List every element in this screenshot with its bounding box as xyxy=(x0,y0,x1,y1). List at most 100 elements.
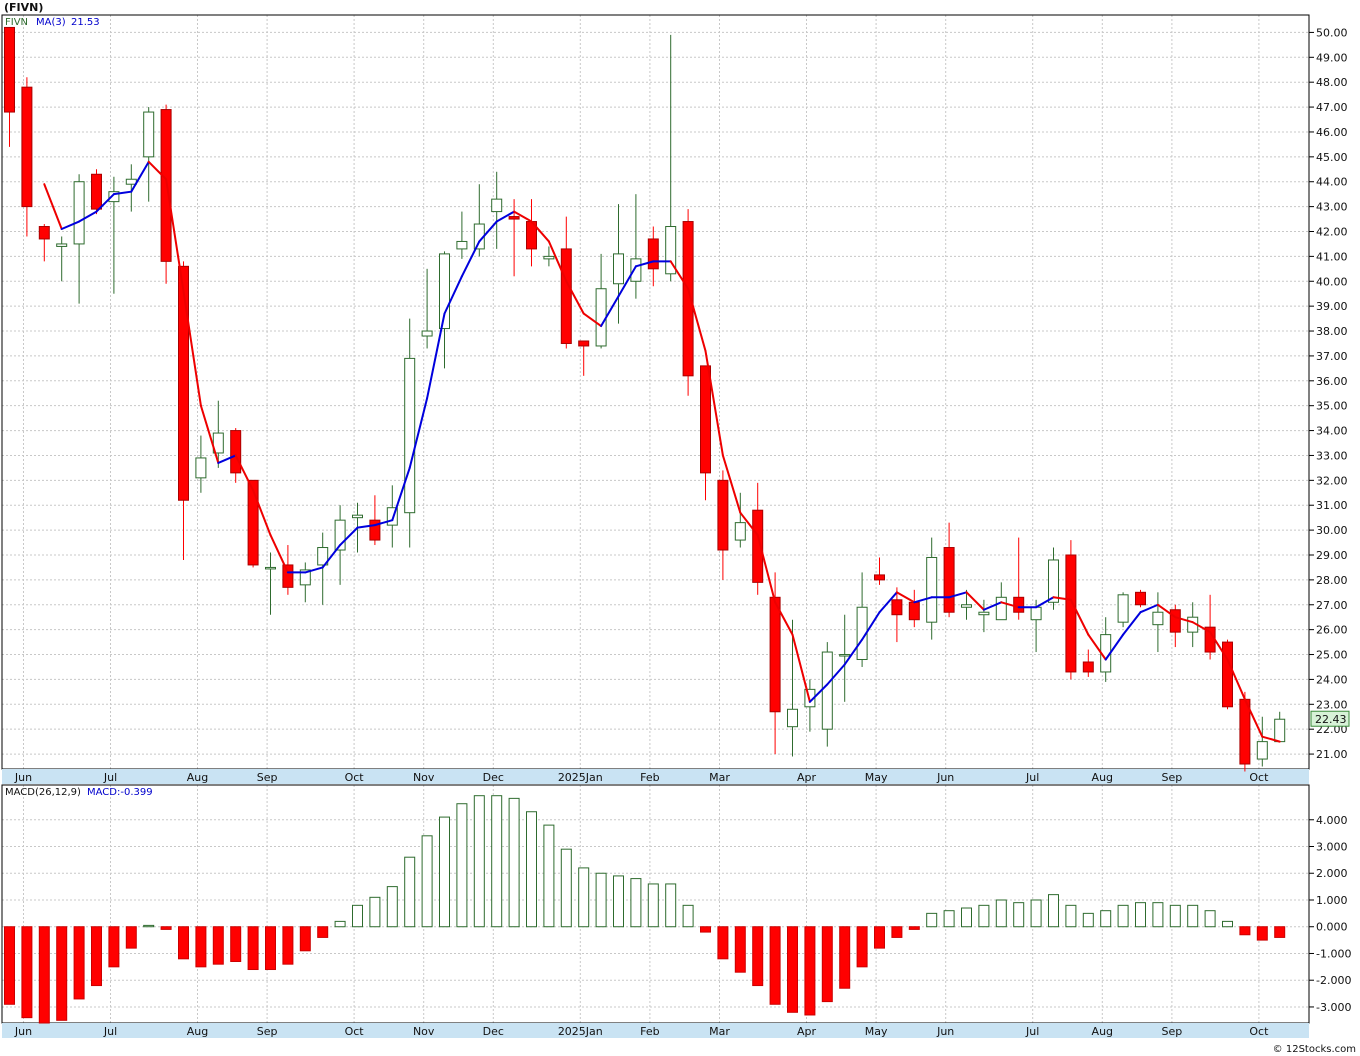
macd-bar xyxy=(874,926,885,949)
macd-bar xyxy=(108,926,120,968)
price-tick-label: 30.00 xyxy=(1316,524,1348,537)
candle-body xyxy=(456,240,468,250)
candle-body xyxy=(700,365,711,474)
month-label: May xyxy=(865,1025,888,1038)
candle xyxy=(4,26,15,147)
legend-macd-value: MACD:-0.399 xyxy=(87,787,153,798)
price-tick-label: 32.00 xyxy=(1316,474,1348,487)
ma-segment xyxy=(669,260,690,290)
candle-body xyxy=(1117,594,1129,623)
month-label: Sep xyxy=(257,1025,278,1038)
candle xyxy=(1048,547,1059,610)
macd-bar xyxy=(1013,902,1025,928)
candle-body xyxy=(543,255,555,260)
candle xyxy=(38,224,50,262)
candle-body xyxy=(752,509,764,583)
candle xyxy=(56,236,68,282)
candle xyxy=(212,400,224,468)
macd-bar xyxy=(1187,904,1199,928)
macd-bar xyxy=(38,926,50,1024)
candle xyxy=(978,599,990,633)
candle xyxy=(317,532,329,605)
macd-bar xyxy=(926,912,938,928)
macd-bar xyxy=(804,926,816,1016)
price-tick-label: 43.00 xyxy=(1316,201,1348,214)
candle xyxy=(386,485,398,548)
candle-body xyxy=(334,519,346,551)
candle-body xyxy=(352,514,363,519)
candle-body xyxy=(73,181,85,245)
macd-bar xyxy=(821,926,833,1003)
month-label: Jun xyxy=(14,1025,32,1038)
candle xyxy=(1169,604,1181,648)
macd-bar xyxy=(717,926,729,960)
candle xyxy=(247,479,259,568)
macd-tick-label: 1.000 xyxy=(1316,894,1348,907)
ma-segment xyxy=(826,663,846,686)
month-label: Jul xyxy=(103,1025,117,1038)
candle xyxy=(265,552,276,615)
price-tick-label: 35.00 xyxy=(1316,400,1348,413)
ma-segment xyxy=(617,265,637,298)
month-label: May xyxy=(865,771,888,784)
price-tick-label: 47.00 xyxy=(1316,101,1348,114)
ma-segment xyxy=(199,404,220,464)
candle-body xyxy=(1065,554,1077,673)
ma-segment xyxy=(1191,621,1212,634)
ma-segment xyxy=(704,349,724,457)
macd-bar xyxy=(404,856,416,928)
candle xyxy=(1065,540,1077,680)
ma-segment xyxy=(600,295,620,328)
month-label: Apr xyxy=(797,771,817,784)
macd-bar xyxy=(4,926,15,1005)
macd-bar xyxy=(491,795,503,928)
candle xyxy=(91,169,102,215)
ma-segment xyxy=(513,210,533,223)
candle-body xyxy=(578,340,590,347)
page-title: (FIVN) xyxy=(4,1,43,14)
price-tick-label: 29.00 xyxy=(1316,549,1348,562)
credit-text: © 12Stocks.com xyxy=(1273,1044,1356,1055)
macd-tick-label: -2.000 xyxy=(1316,974,1351,987)
month-label: Aug xyxy=(1092,771,1113,784)
candle xyxy=(665,34,677,282)
candle xyxy=(143,107,155,202)
candle xyxy=(682,209,694,396)
candle-body xyxy=(961,604,972,608)
candle xyxy=(491,171,503,249)
candle-body xyxy=(682,221,694,377)
price-tick-label: 24.00 xyxy=(1316,673,1348,686)
candle-body xyxy=(1152,611,1164,626)
ma-segment xyxy=(130,160,150,193)
candle-body xyxy=(891,599,903,616)
candle-body xyxy=(369,519,381,541)
candle-body xyxy=(1256,741,1268,760)
candle-body xyxy=(1030,606,1042,621)
candle xyxy=(1256,716,1268,767)
candle-body xyxy=(926,556,938,623)
price-tick-label: 45.00 xyxy=(1316,151,1348,164)
macd-bar xyxy=(1117,904,1129,928)
month-label: 2025Jan xyxy=(558,1025,603,1038)
candle xyxy=(821,642,833,747)
macd-tick-label: 3.000 xyxy=(1316,841,1348,854)
candle-body xyxy=(4,26,15,113)
legend-ticker: FIVN xyxy=(5,17,28,28)
candle xyxy=(1082,649,1094,677)
candle-body xyxy=(630,258,642,282)
last-price-label: 22.43 xyxy=(1315,713,1347,726)
candle xyxy=(125,164,137,212)
month-label: Sep xyxy=(1162,1025,1183,1038)
macd-bar xyxy=(386,886,398,928)
macd-bar xyxy=(682,904,694,928)
macd-bar xyxy=(943,910,955,928)
ma-segment xyxy=(112,190,133,196)
macd-tick-label: -3.000 xyxy=(1316,1001,1351,1014)
macd-bar xyxy=(630,878,642,928)
ma-segment xyxy=(165,178,185,293)
macd-bar xyxy=(995,899,1007,928)
candle-body xyxy=(212,432,224,454)
month-label: Jul xyxy=(1025,771,1039,784)
macd-bar xyxy=(560,848,572,928)
